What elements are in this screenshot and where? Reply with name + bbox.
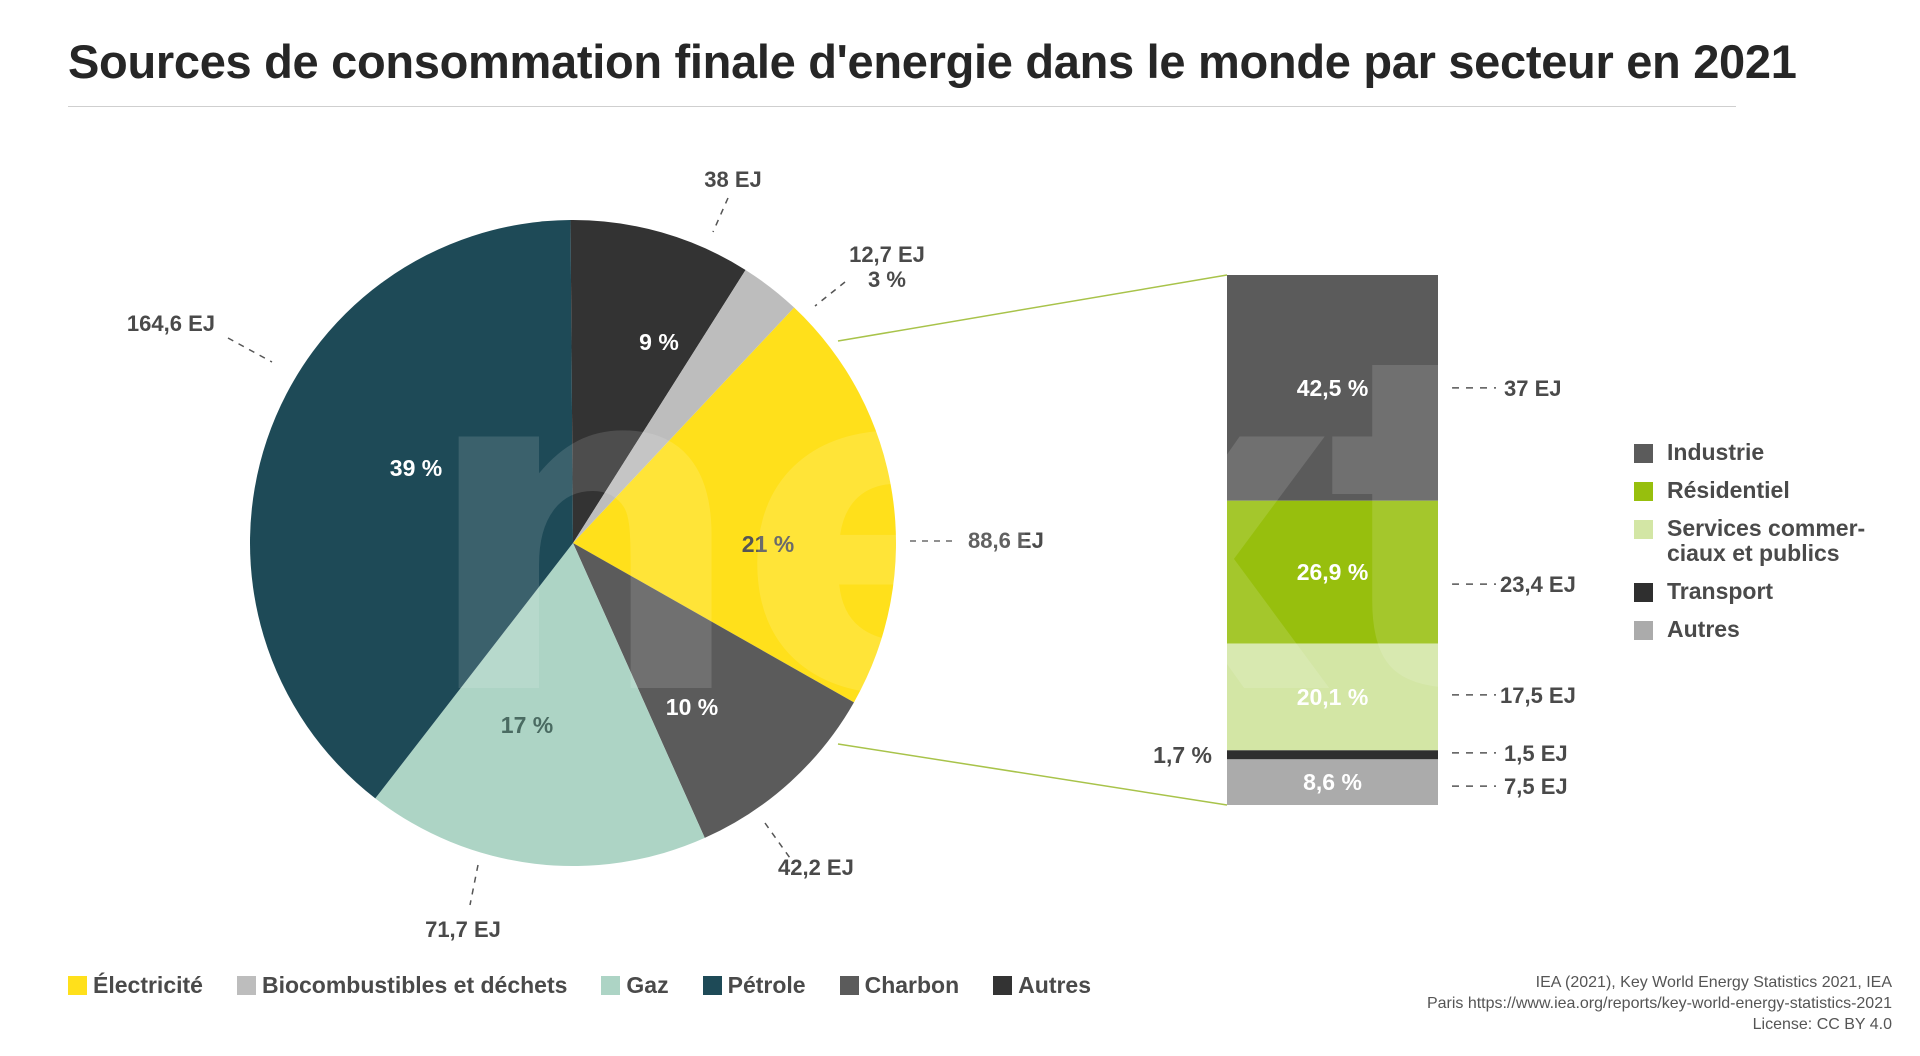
chart-title-wrap: Sources de consommation finale d'energie…: [68, 34, 1797, 89]
pie-legend: Électricité Biocombustibles et déchets Gaz…: [68, 972, 1091, 999]
bar-value-label: 7,5 EJ: [1504, 774, 1568, 799]
legend-swatch: [68, 976, 87, 995]
pie-value-label: 88,6 EJ: [968, 528, 1044, 553]
legend-label-line: Autres: [1667, 616, 1740, 642]
chart-title: Sources de consommation finale d'energie…: [68, 35, 1797, 88]
bar-legend: Industrie Résidentiel Services commer-ciau…: [1634, 440, 1865, 655]
legend-item-autres: Autres: [993, 972, 1091, 999]
pie-percent-label: 10 %: [666, 694, 718, 720]
legend-swatch: [1634, 482, 1653, 501]
legend-swatch: [1634, 520, 1653, 539]
legend-label-line: Transport: [1667, 578, 1774, 604]
stacked-bar-chart: 42,5 % 37 EJ 26,9 % 23,4 EJ 20,1 % 17,5 EJ 1,7…: [1153, 275, 1576, 805]
legend-label: Pétrole: [727, 972, 806, 998]
legend-label-line: Services commer-: [1667, 515, 1866, 541]
legend-label: Services commer-ciaux et publics: [1667, 516, 1865, 566]
bar-percent-label: 1,7 %: [1153, 742, 1212, 768]
source-note: IEA (2021), Key World Energy Statistics …: [1427, 972, 1892, 1035]
pie-slice-petrole: [249, 220, 573, 799]
legend-item-residentiel: Résidentiel: [1634, 478, 1865, 503]
legend-swatch: [601, 976, 621, 995]
legend-label: Biocombustibles et déchets: [261, 972, 568, 998]
pie-percent-label: 9 %: [639, 329, 679, 355]
legend-label: Autres: [1018, 972, 1092, 998]
source-line: License: CC BY 4.0: [1752, 1016, 1892, 1033]
pie-value-label: 12,7 EJ: [849, 242, 925, 267]
legend-label: Électricité: [93, 972, 203, 998]
legend-label-line: Industrie: [1667, 439, 1765, 465]
legend-item-transport: Transport: [1634, 579, 1865, 604]
legend-label: Résidentiel: [1667, 478, 1790, 503]
bar-segment-industrie: [1227, 275, 1438, 501]
legend-label-line: Résidentiel: [1667, 477, 1790, 503]
leader-line: [814, 281, 846, 307]
pie-slice-gaz: [375, 543, 705, 867]
pie-percent-label: 21 %: [742, 531, 794, 557]
bar-percent-label: 42,5 %: [1297, 375, 1369, 401]
bar-percent-label: 26,9 %: [1297, 559, 1369, 585]
legend-label-line: ciaux et publics: [1667, 540, 1840, 566]
legend-swatch: [1634, 621, 1653, 640]
pie-value-label: 42,2 EJ: [778, 855, 854, 880]
leader-line: [764, 822, 791, 859]
bar-segment-services-commerciaux-et-publics: [1227, 643, 1438, 751]
legend-label: Gaz: [626, 972, 669, 998]
legend-swatch: [702, 976, 722, 995]
legend-swatch: [236, 976, 256, 995]
pie-slice-electricite: [573, 307, 897, 703]
leader-line: [469, 864, 479, 906]
legend-item-biocombustibles-et-dechets: Biocombustibles et déchets: [236, 972, 568, 999]
leader-line: [227, 337, 273, 363]
legend-label: Industrie: [1667, 440, 1764, 465]
pie-percent-label: 17 %: [501, 712, 553, 738]
bar-percent-label: 20,1 %: [1297, 684, 1369, 710]
leader-line: [712, 197, 729, 233]
legend-item-industrie: Industrie: [1634, 440, 1865, 465]
bar-value-label: 1,5 EJ: [1504, 741, 1568, 766]
legend-item-autres: Autres: [1634, 617, 1865, 642]
legend-item-electricite: Électricité: [68, 972, 203, 999]
connector-line-top: [837, 274, 1228, 342]
bar-value-label: 17,5 EJ: [1500, 683, 1576, 708]
legend-item-services-commer-ciaux-et-publics: Services commer-ciaux et publics: [1634, 516, 1865, 566]
source-line: Paris https://www.iea.org/reports/key-wo…: [1426, 995, 1892, 1012]
bar-segment-transport: [1227, 750, 1438, 760]
legend-label: Autres: [1667, 617, 1740, 642]
pie-chart: 21 % 88,6 EJ 10 % 42,2 EJ 17 % 71,7 EJ 39 % 164…: [127, 167, 1044, 942]
legend-label: Transport: [1667, 579, 1773, 604]
bar-value-label: 37 EJ: [1504, 376, 1562, 401]
connector-line-bottom: [837, 743, 1228, 806]
pie-to-bar-connectors: [837, 274, 1228, 806]
pie-slice-charbon: [573, 543, 854, 838]
legend-item-charbon: Charbon: [839, 972, 960, 999]
bar-segment-residentiel: [1227, 500, 1438, 644]
legend-swatch: [839, 976, 859, 995]
legend-label: Charbon: [864, 972, 960, 998]
pie-slice-autres: [570, 220, 746, 543]
bar-value-label: 23,4 EJ: [1500, 572, 1576, 597]
pie-value-label: 38 EJ: [704, 167, 762, 192]
legend-item-gaz: Gaz: [601, 972, 669, 999]
legend-swatch: [1634, 444, 1653, 463]
legend-swatch: [1634, 583, 1653, 602]
pie-slice-biocombustibles-et-dechets: [573, 269, 795, 543]
bar-segment-autres: [1227, 759, 1438, 805]
pie-percent-label: 39 %: [390, 455, 442, 481]
pie-value-label: 164,6 EJ: [127, 311, 215, 336]
legend-swatch: [993, 976, 1013, 995]
bar-percent-label: 8,6 %: [1303, 769, 1362, 795]
pie-percent-label: 3 %: [868, 267, 906, 292]
title-divider: [68, 106, 1736, 107]
source-line: IEA (2021), Key World Energy Statistics …: [1535, 974, 1892, 991]
legend-item-petrole: Pétrole: [702, 972, 806, 999]
pie-value-label: 71,7 EJ: [425, 917, 501, 942]
